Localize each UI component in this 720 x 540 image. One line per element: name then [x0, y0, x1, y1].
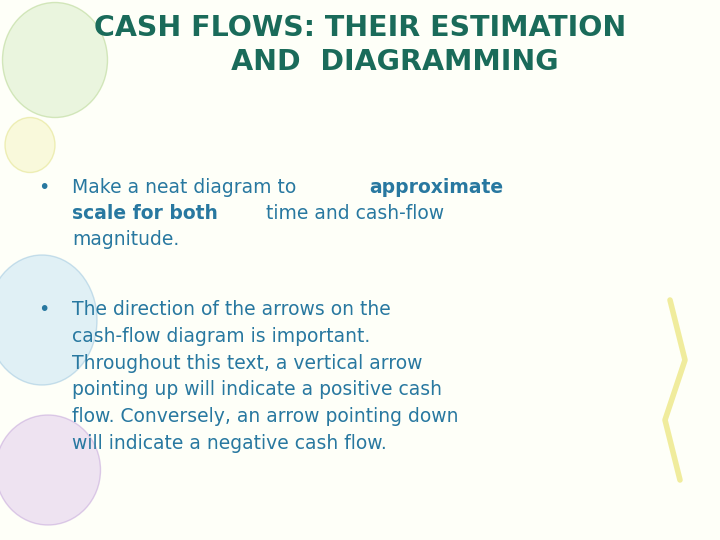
- Text: scale for both: scale for both: [72, 204, 218, 223]
- Text: CASH FLOWS: THEIR ESTIMATION
       AND  DIAGRAMMING: CASH FLOWS: THEIR ESTIMATION AND DIAGRAM…: [94, 14, 626, 76]
- Ellipse shape: [5, 118, 55, 172]
- Text: •: •: [38, 300, 50, 319]
- Ellipse shape: [0, 255, 97, 385]
- Ellipse shape: [0, 415, 101, 525]
- Text: •: •: [38, 178, 50, 197]
- Text: The direction of the arrows on the
cash-flow diagram is important.
Throughout th: The direction of the arrows on the cash-…: [72, 300, 459, 453]
- Text: approximate: approximate: [369, 178, 503, 197]
- Text: time and cash-flow: time and cash-flow: [260, 204, 444, 223]
- Ellipse shape: [2, 3, 107, 118]
- Text: Make a neat diagram to: Make a neat diagram to: [72, 178, 302, 197]
- Text: magnitude.: magnitude.: [72, 230, 179, 249]
